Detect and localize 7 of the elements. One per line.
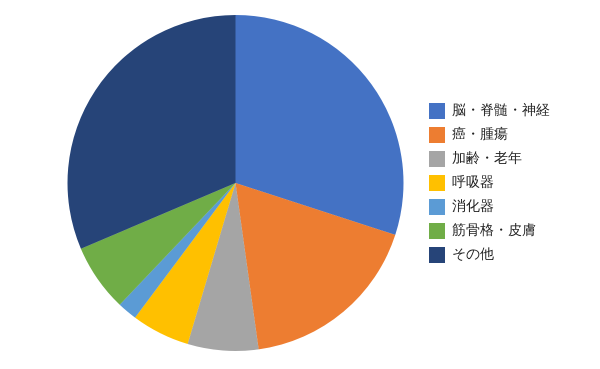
legend-label: 筋骨格・皮膚 bbox=[452, 222, 536, 239]
legend-label: 癌・腫瘍 bbox=[452, 126, 508, 143]
legend-label: 加齢・老年 bbox=[452, 150, 522, 167]
legend-label: 消化器 bbox=[452, 198, 494, 215]
legend-label: 呼吸器 bbox=[452, 174, 494, 191]
legend-label: その他 bbox=[452, 246, 494, 263]
legend-label: 脳・脊髄・神経 bbox=[452, 102, 550, 119]
